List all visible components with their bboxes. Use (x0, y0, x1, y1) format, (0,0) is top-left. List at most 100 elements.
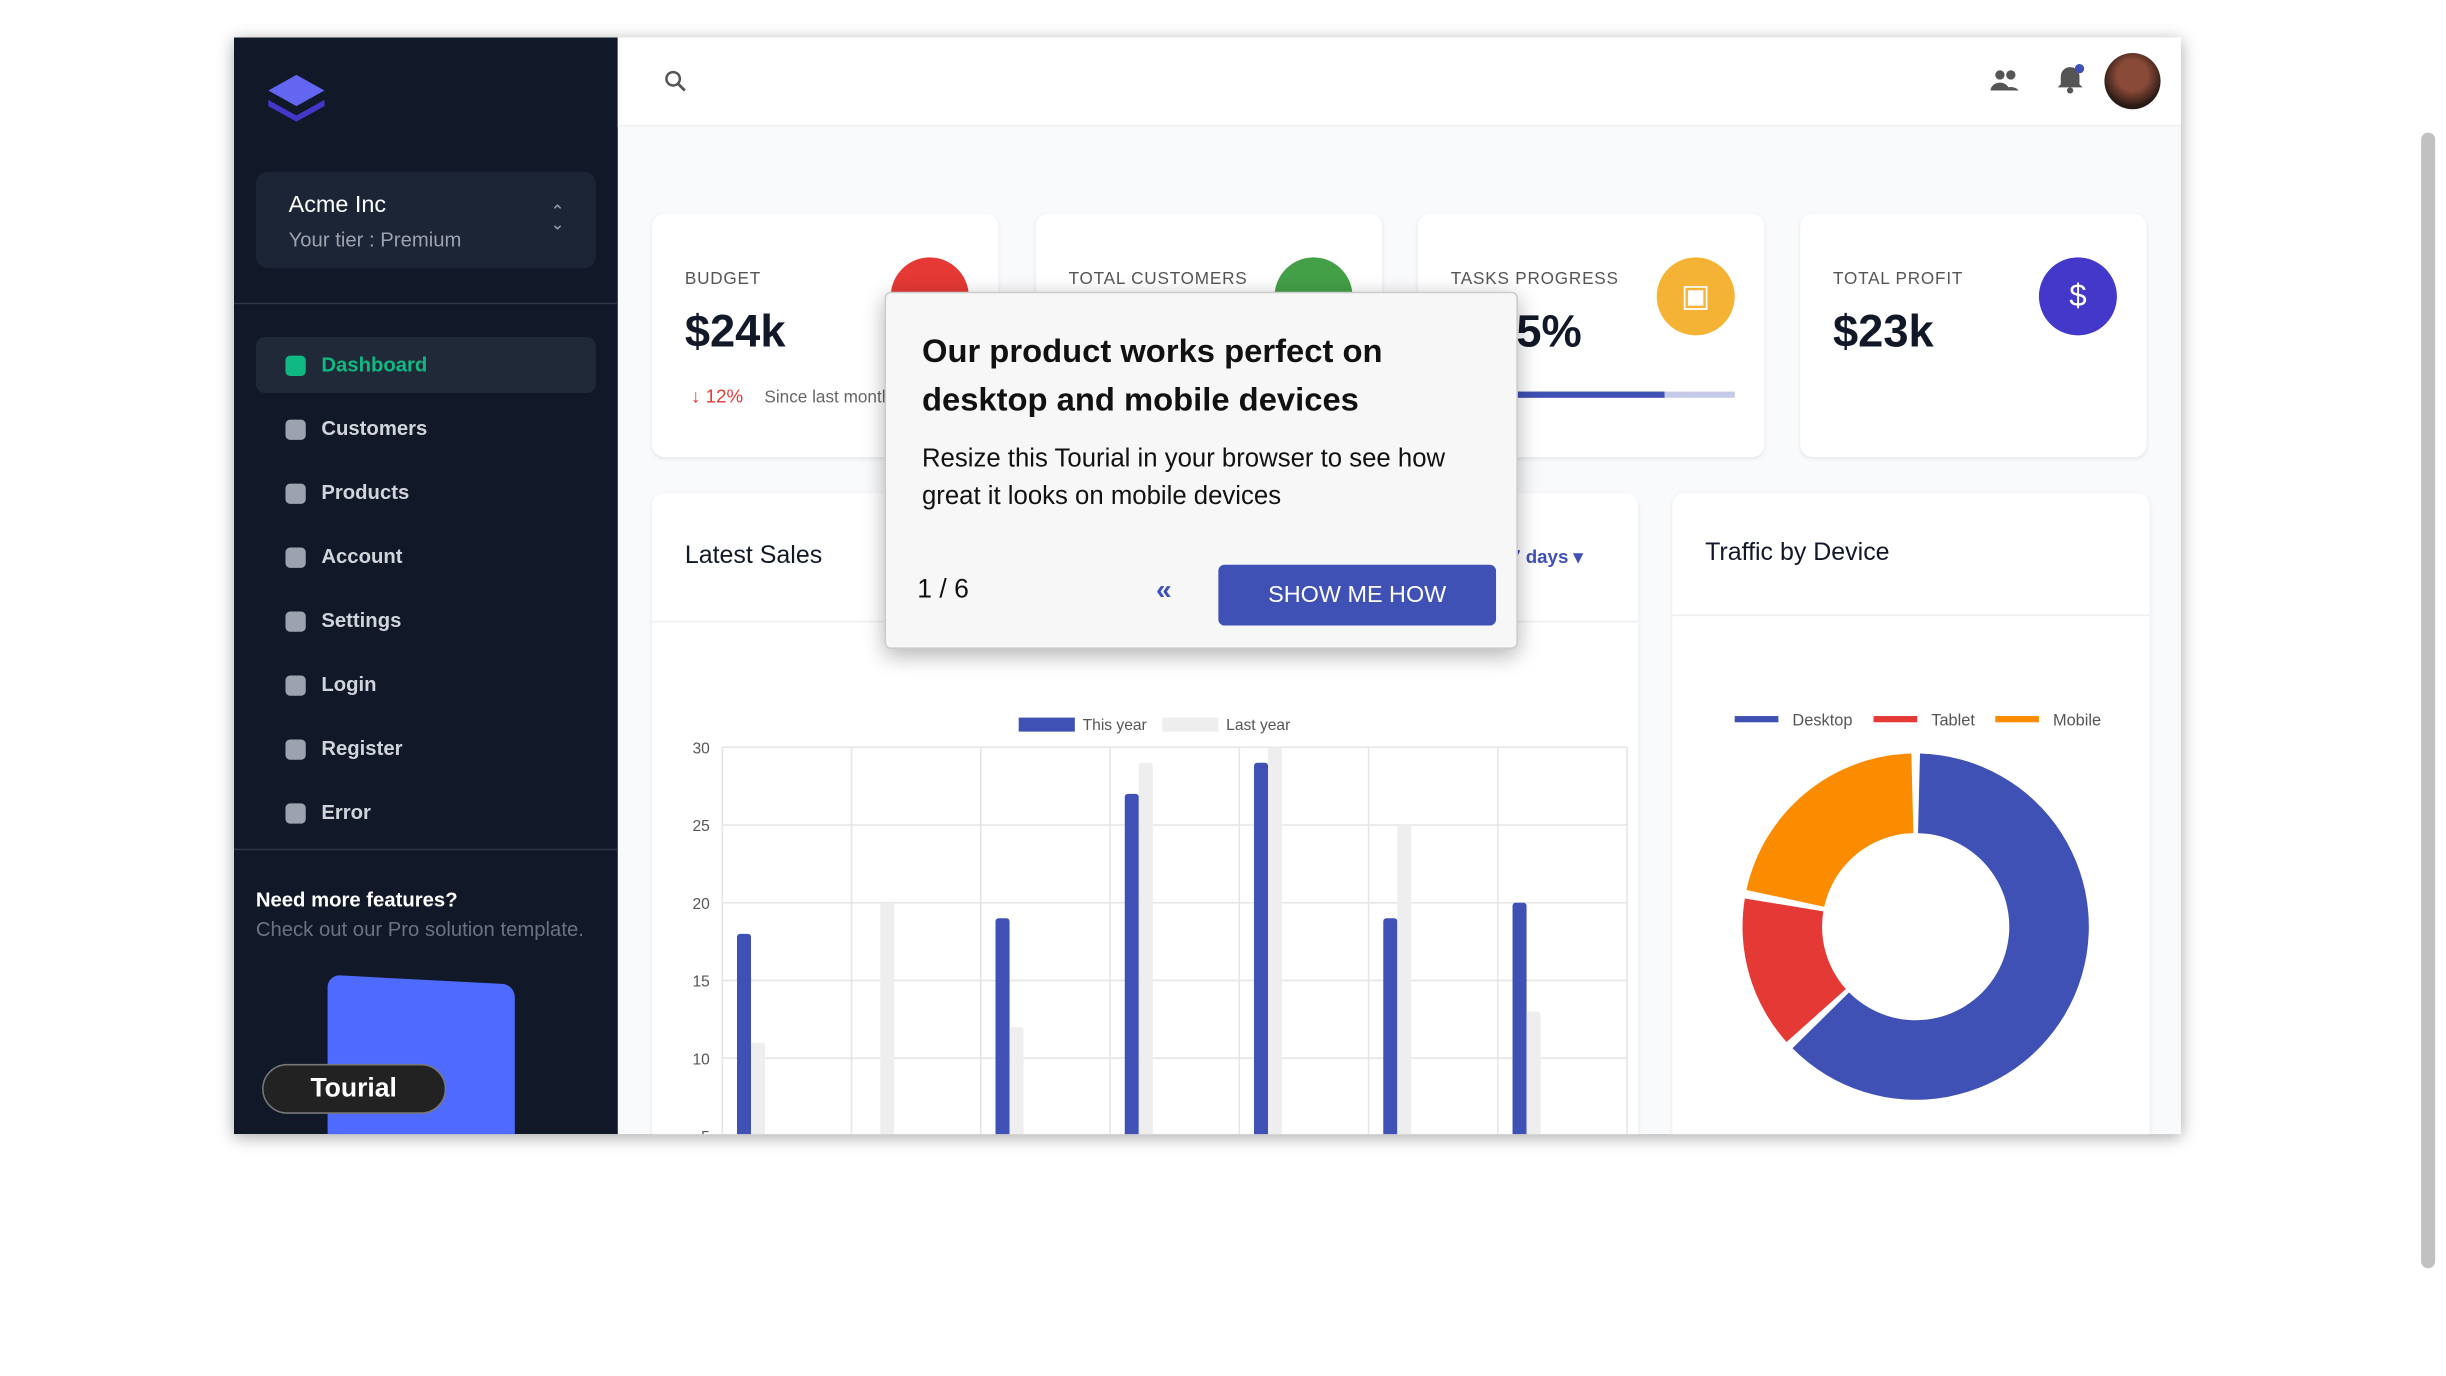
card-icon: $ (2038, 257, 2117, 336)
nav-icon (285, 611, 306, 632)
card-value: $24k (684, 307, 786, 358)
org-name: Acme Inc (288, 191, 387, 219)
nav-icon (285, 483, 306, 504)
bar (1512, 902, 1527, 1135)
legend-swatch (1018, 717, 1075, 732)
bar (1254, 762, 1269, 1135)
nav-label: Account (321, 544, 403, 568)
bar (1397, 824, 1412, 1135)
nav-item[interactable]: Login (256, 657, 596, 713)
promo-title: Need more features? (255, 887, 458, 912)
range-select[interactable]: 7 days ▾ (1510, 546, 1583, 568)
nav-label: Dashboard (321, 352, 428, 376)
bar (1268, 747, 1283, 1135)
org-tier: Your tier : Premium (288, 227, 462, 252)
y-tick-label: 15 (692, 974, 710, 991)
progress-track (1450, 391, 1735, 398)
divider (233, 848, 618, 851)
y-tick-label: 5 (701, 1129, 710, 1134)
card-note: Since last month (764, 388, 892, 408)
nav-item[interactable]: Error (256, 785, 596, 841)
card-label: TOTAL PROFIT (1832, 269, 1964, 289)
range-label: 7 days (1510, 546, 1569, 568)
search-icon[interactable] (665, 70, 687, 92)
nav-icon (285, 547, 306, 568)
legend-label: Last year (1226, 717, 1290, 734)
progress-fill (1450, 391, 1664, 398)
traffic-panel: Traffic by Device Desktop Tablet Mobile (1672, 492, 2150, 1135)
scrollbar (2421, 132, 2436, 1269)
promo-text: Check out our Pro solution template. (255, 917, 584, 941)
y-tick-label: 25 (692, 818, 710, 835)
sidebar: Acme Inc Your tier : Premium ⌃ ⌄ Dashboar… (233, 37, 618, 1135)
contacts-icon[interactable] (1990, 69, 2019, 94)
card-icon: ▣ (1656, 257, 1735, 336)
nav-item[interactable]: Customers (256, 401, 596, 457)
nav-label: Login (321, 672, 377, 696)
y-tick-label: 10 (692, 1051, 710, 1068)
legend-label: This year (1083, 717, 1147, 734)
donut-slice (1742, 898, 1846, 1042)
delta-value: 12% (705, 385, 744, 408)
nav-item[interactable]: Products (256, 465, 596, 521)
logo (268, 74, 325, 122)
back-button[interactable]: « (1155, 574, 1172, 606)
show-me-how-button[interactable]: SHOW ME HOW (1218, 564, 1497, 626)
bar (995, 918, 1010, 1135)
donut-chart: Desktop Tablet Mobile (1734, 711, 2101, 1100)
card-value: $23k (1832, 307, 1934, 358)
nav-item[interactable]: Dashboard (255, 336, 596, 394)
nav-icon (285, 355, 306, 376)
card-label: BUDGET (684, 269, 762, 289)
bar-chart: 5 10 15 20 25 30 This year Last year (692, 717, 1628, 1135)
nav-icon (285, 739, 306, 760)
y-tick-label: 30 (692, 740, 710, 757)
divider (1672, 614, 2150, 617)
nav-icon (285, 675, 306, 696)
tour-body: Resize this Tourial in your browser to s… (921, 444, 1446, 511)
donut-slice (1746, 753, 1914, 907)
legend-swatch (1995, 716, 2039, 723)
divider (233, 302, 618, 305)
profit-card: TOTAL PROFIT $23k $ (1800, 213, 2147, 458)
legend-swatch (1873, 716, 1918, 723)
bar (736, 933, 752, 1135)
nav-label: Settings (321, 608, 402, 632)
bar (1138, 762, 1153, 1135)
tour-step: 1 / 6 (917, 574, 969, 604)
legend-label: Tablet (1931, 711, 1975, 729)
panel-title: Latest Sales (684, 542, 823, 570)
bar (1124, 793, 1139, 1135)
bell-icon[interactable] (2056, 62, 2085, 94)
nav-label: Customers (321, 416, 428, 440)
bar (1526, 1011, 1541, 1135)
legend-swatch (1162, 717, 1219, 732)
nav-label: Register (321, 736, 403, 760)
nav-item[interactable]: Settings (256, 593, 596, 649)
donut-slice (1792, 753, 2089, 1100)
legend-label: Desktop (1792, 711, 1852, 729)
chevrons: ⌃ ⌄ (550, 202, 565, 234)
y-tick-label: 20 (692, 896, 710, 913)
tourial-badge[interactable]: Tourial (262, 1063, 447, 1114)
card-delta: ↓ 12% (691, 385, 744, 408)
nav-icon (285, 803, 306, 824)
nav-icon (285, 419, 306, 440)
bar (1009, 1027, 1024, 1135)
nav-label: Products (321, 480, 410, 504)
bar (880, 902, 895, 1135)
legend-swatch (1734, 716, 1779, 723)
bar (751, 1042, 766, 1135)
nav-label: Error (321, 800, 371, 824)
avatar[interactable] (2104, 53, 2161, 110)
card-value: 5% (1516, 307, 1582, 358)
org-switcher[interactable]: Acme Inc Your tier : Premium ⌃ ⌄ (255, 171, 596, 269)
tour-popup: Our product works perfect on desktop and… (884, 291, 1518, 649)
nav-item[interactable]: Register (256, 721, 596, 777)
bar (1383, 918, 1398, 1135)
nav-item[interactable]: Account (256, 529, 596, 585)
top-bar (617, 37, 2181, 127)
legend-label: Mobile (2053, 711, 2101, 729)
card-label: TASKS PROGRESS (1450, 269, 1619, 289)
